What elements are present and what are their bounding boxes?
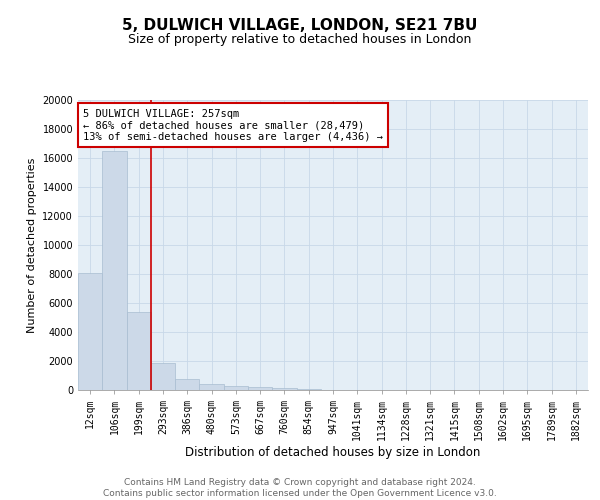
- Text: Size of property relative to detached houses in London: Size of property relative to detached ho…: [128, 32, 472, 46]
- Bar: [78, 272, 102, 390]
- Text: Contains HM Land Registry data © Crown copyright and database right 2024.
Contai: Contains HM Land Registry data © Crown c…: [103, 478, 497, 498]
- Bar: [272, 388, 296, 390]
- Y-axis label: Number of detached properties: Number of detached properties: [27, 158, 37, 332]
- Bar: [127, 312, 151, 390]
- Bar: [102, 151, 127, 390]
- Bar: [199, 384, 224, 390]
- Bar: [248, 387, 272, 390]
- Bar: [296, 389, 321, 390]
- Bar: [175, 379, 199, 390]
- Text: 5, DULWICH VILLAGE, LONDON, SE21 7BU: 5, DULWICH VILLAGE, LONDON, SE21 7BU: [122, 18, 478, 32]
- Bar: [224, 386, 248, 390]
- Bar: [151, 363, 175, 390]
- Text: 5 DULWICH VILLAGE: 257sqm
← 86% of detached houses are smaller (28,479)
13% of s: 5 DULWICH VILLAGE: 257sqm ← 86% of detac…: [83, 108, 383, 142]
- X-axis label: Distribution of detached houses by size in London: Distribution of detached houses by size …: [185, 446, 481, 458]
